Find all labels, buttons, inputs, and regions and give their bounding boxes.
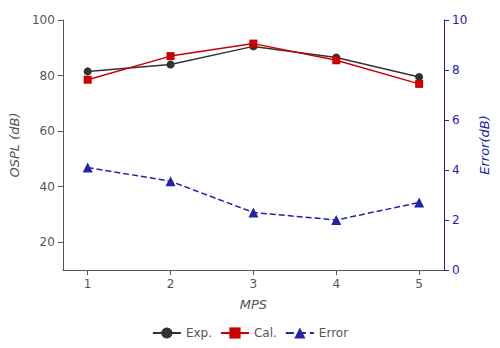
svg-text:Error(dB): Error(dB) (477, 115, 492, 175)
svg-text:2: 2 (167, 277, 175, 291)
svg-text:10: 10 (452, 13, 467, 27)
svg-text:Exp.: Exp. (186, 326, 212, 340)
svg-text:4: 4 (452, 163, 460, 177)
svg-text:6: 6 (452, 113, 460, 127)
svg-text:8: 8 (452, 63, 460, 77)
svg-text:4: 4 (332, 277, 340, 291)
svg-text:OSPL (dB): OSPL (dB) (7, 112, 22, 177)
svg-text:3: 3 (250, 277, 258, 291)
svg-text:Error: Error (319, 326, 348, 340)
svg-text:60: 60 (40, 124, 55, 138)
svg-text:1: 1 (84, 277, 92, 291)
svg-text:40: 40 (40, 180, 55, 194)
svg-text:MPS: MPS (240, 297, 267, 312)
svg-text:0: 0 (452, 263, 460, 277)
svg-text:2: 2 (452, 213, 460, 227)
svg-text:Cal.: Cal. (254, 326, 277, 340)
svg-text:100: 100 (32, 13, 55, 27)
svg-text:80: 80 (40, 69, 55, 83)
svg-text:20: 20 (40, 235, 55, 249)
svg-text:5: 5 (415, 277, 423, 291)
